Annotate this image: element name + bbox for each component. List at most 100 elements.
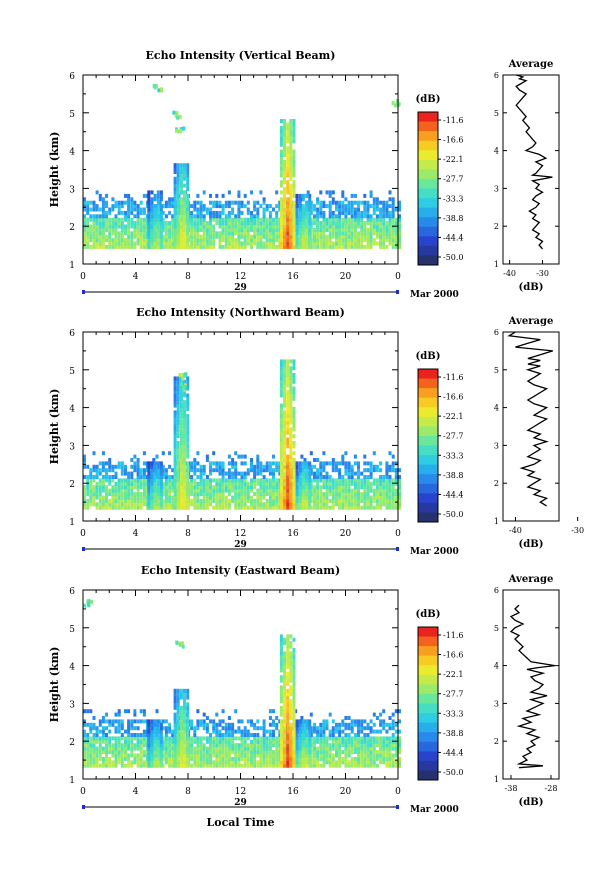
feature-cell [283,468,286,473]
feature-cell [295,468,299,473]
feature-cell [176,207,180,212]
heatmap-cell [158,200,162,205]
heatmap-cell [316,729,320,734]
heatmap-cell [202,190,206,195]
heatmap-cell [272,234,275,239]
heatmap-cell [227,238,231,243]
heatmap-cell [221,227,225,232]
heatmap-cell [212,214,216,219]
heatmap-cell [105,726,108,731]
heatmap-cell [209,760,212,765]
feature-cell [183,176,186,181]
heatmap-cell [309,492,313,497]
heatmap-cell [215,461,219,466]
heatmap-cell [205,481,209,486]
heatmap-cell [98,722,102,727]
heatmap-cell [89,234,93,239]
heatmap-cell [89,478,93,483]
heatmap-cell [246,746,250,751]
feature-cell [279,224,283,229]
heatmap-cell [161,502,165,507]
heatmap-cell [319,207,323,212]
heatmap-cell [190,468,194,473]
feature-cell [186,204,190,209]
heatmap-cell [335,207,338,212]
heatmap-cell [130,498,134,503]
feature-cell [179,238,183,243]
feature-cell [289,461,293,466]
heatmap-cell [328,478,332,483]
heatmap-cell [328,492,332,497]
heatmap-cell [231,210,235,215]
heatmap-cell [328,231,332,236]
heatmap-cell [86,746,90,751]
heatmap-cell [284,221,288,226]
feature-cell [173,430,177,435]
heatmap-cell [325,726,329,731]
heatmap-cell [218,221,222,226]
feature-cell [305,214,309,219]
feature-cell [150,502,154,507]
heatmap-cell [284,502,288,507]
heatmap-cell [117,224,121,229]
heatmap-cell [98,468,102,473]
heatmap-cell [385,746,389,751]
heatmap-cell [205,231,209,236]
feature-cell [286,369,290,374]
heatmap-cell [83,760,86,765]
heatmap-cell [331,736,335,741]
heatmap-cell [231,739,235,744]
heatmap-cell [120,200,124,205]
feature-cell [183,447,186,452]
heatmap-cell [89,739,93,744]
heatmap-cell [350,193,354,198]
heatmap-cell [114,753,118,758]
feature-cell [283,451,286,456]
heatmap-cell [319,475,323,479]
feature-cell [173,468,177,473]
heatmap-cell [133,760,137,765]
heatmap-cell [250,719,253,724]
heatmap-cell [95,231,99,236]
heatmap-cell [243,739,247,744]
heatmap-cell [221,231,225,236]
heatmap-cell [86,743,90,748]
heatmap-cell [133,753,137,758]
heatmap-cell [316,753,320,758]
feature-cell [150,485,154,490]
heatmap-cell [363,193,367,198]
heatmap-cell [124,763,127,768]
heatmap-cell [240,485,244,490]
feature-cell [283,153,286,157]
heatmap-cell [398,492,401,497]
heatmap-cell [237,217,241,222]
feature-cell [301,475,305,479]
heatmap-cell [256,763,260,768]
heatmap-cell [360,244,364,249]
heatmap-cell [212,241,216,246]
heatmap-cell [130,238,134,243]
patch-cell [176,115,180,120]
heatmap-cell [275,739,279,744]
feature-cell [283,396,286,401]
heatmap-cell [322,200,326,205]
colorbar-label: -22.1 [443,155,464,164]
heatmap-cell [316,207,320,212]
heatmap-cell [350,238,354,243]
heatmap-cell [196,505,200,510]
heatmap-cell [394,739,398,744]
heatmap-cell [161,241,165,246]
heatmap-cell [127,722,131,727]
heatmap-cell [218,739,222,744]
feature-cell [283,193,286,198]
heatmap-cell [357,200,360,205]
heatmap-cell [300,454,304,459]
heatmap-cell [127,736,131,741]
feature-cell [279,417,283,422]
heatmap-cell [246,221,250,226]
feature-cell [301,492,305,497]
feature-cell [150,481,154,486]
heatmap-cell [168,750,172,755]
feature-cell [298,471,302,476]
feature-cell [183,379,186,384]
